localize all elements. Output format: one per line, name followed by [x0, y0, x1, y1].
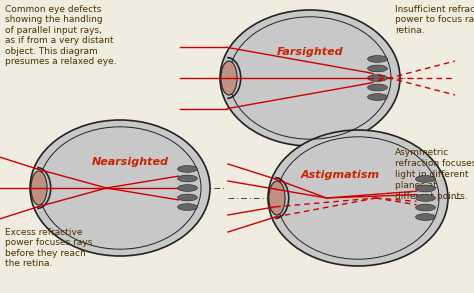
- Ellipse shape: [269, 181, 285, 215]
- Ellipse shape: [416, 204, 436, 211]
- Ellipse shape: [268, 130, 448, 266]
- Ellipse shape: [368, 84, 387, 91]
- Ellipse shape: [416, 195, 436, 201]
- Ellipse shape: [178, 194, 197, 201]
- Text: Excess refractive
power focuses rays
before they reach
the retina.: Excess refractive power focuses rays bef…: [5, 228, 92, 268]
- Text: Common eye defects
showing the handling
of parallel input rays,
as if from a ver: Common eye defects showing the handling …: [5, 5, 117, 66]
- Ellipse shape: [220, 10, 400, 146]
- Text: Asymmetric
refraction focuses
light in different
planes at
different points.: Asymmetric refraction focuses light in d…: [395, 148, 474, 201]
- Ellipse shape: [368, 65, 387, 72]
- Ellipse shape: [178, 175, 197, 182]
- Ellipse shape: [178, 204, 197, 210]
- Text: Nearsighted: Nearsighted: [91, 157, 168, 167]
- Ellipse shape: [416, 176, 436, 182]
- Text: Insufficient refractive
power to focus rays on
retina.: Insufficient refractive power to focus r…: [395, 5, 474, 35]
- Text: Farsighted: Farsighted: [277, 47, 343, 57]
- Ellipse shape: [368, 56, 387, 62]
- Ellipse shape: [31, 171, 47, 205]
- Ellipse shape: [416, 185, 436, 192]
- Text: Astigmatism: Astigmatism: [301, 170, 380, 180]
- Ellipse shape: [178, 185, 197, 191]
- Ellipse shape: [416, 214, 436, 220]
- Ellipse shape: [368, 94, 387, 100]
- Ellipse shape: [221, 61, 237, 95]
- Ellipse shape: [178, 166, 197, 172]
- Ellipse shape: [368, 75, 387, 81]
- Ellipse shape: [30, 120, 210, 256]
